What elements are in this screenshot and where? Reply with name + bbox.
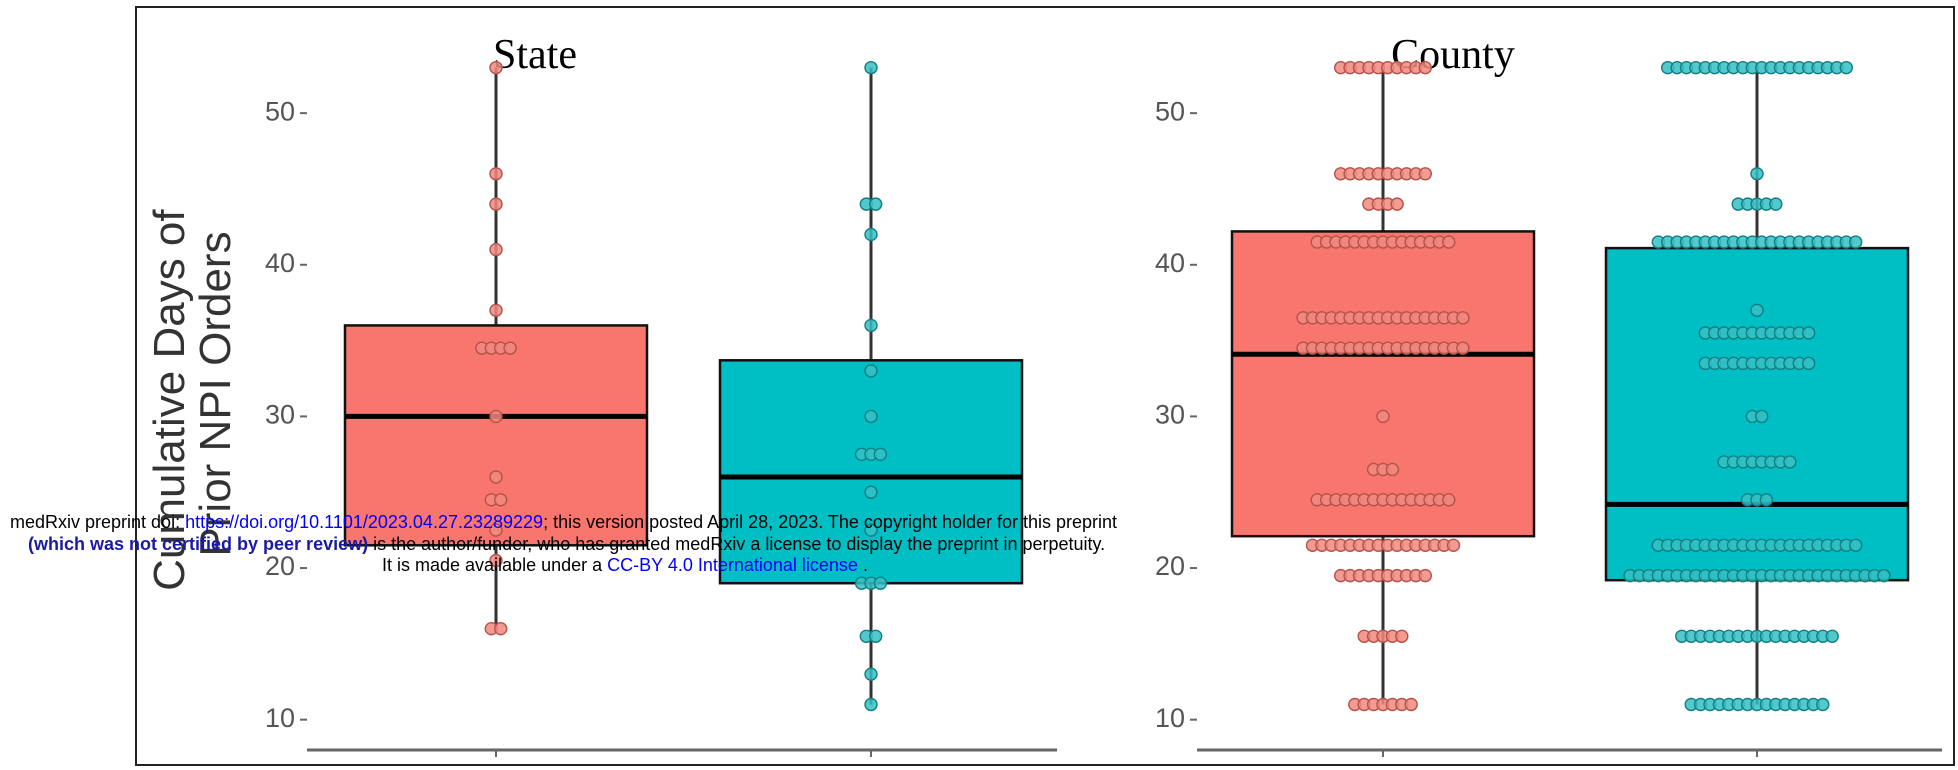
dot [869, 197, 883, 211]
dot [1418, 60, 1433, 75]
dot [1759, 493, 1774, 507]
y-tick-label: 30 [265, 400, 295, 430]
y-tick-label: 20 [265, 551, 295, 581]
y-tick-label: 20 [1155, 551, 1185, 581]
dot [1801, 356, 1816, 371]
dot [864, 523, 878, 537]
notice-text: . [857, 555, 868, 575]
dot [1395, 629, 1409, 643]
dot [489, 60, 503, 75]
dot [1442, 235, 1456, 249]
dot [873, 447, 888, 462]
dot [1442, 493, 1456, 507]
panel-title: State [493, 32, 577, 78]
dot [1754, 409, 1769, 424]
dot [489, 303, 503, 317]
doi-link[interactable]: https://doi.org/10.1101/2023.04.27.23289… [185, 512, 544, 532]
y-tick-label: 30 [1155, 400, 1185, 430]
dot [1825, 629, 1839, 643]
notice-line: It is made available under a CC-BY 4.0 I… [382, 555, 868, 575]
dot [864, 364, 878, 378]
dot [489, 553, 503, 568]
dot [864, 667, 878, 681]
y-tick-label: 10 [265, 703, 295, 733]
y-tick-label: 40 [1155, 248, 1185, 278]
dot [1418, 568, 1433, 583]
dot [1848, 235, 1863, 249]
dot [494, 621, 508, 636]
notice-text: It is made available under a [382, 555, 608, 575]
dot [1404, 697, 1418, 712]
dot [1390, 197, 1404, 211]
dot [1877, 568, 1891, 583]
dot [1418, 167, 1433, 181]
dot [1816, 697, 1830, 712]
notice-text: ; this version posted April 28, 2023. Th… [543, 512, 1118, 532]
box [718, 359, 1024, 585]
dot [489, 523, 503, 537]
dot [1783, 455, 1797, 469]
dot [864, 697, 878, 712]
dot [489, 470, 503, 484]
y-tick-label: 50 [1155, 96, 1185, 126]
y-tick-label: 50 [265, 96, 295, 126]
dot [489, 409, 503, 424]
box [343, 324, 649, 547]
dot [1385, 462, 1400, 477]
dot [1848, 538, 1863, 552]
dot [1769, 197, 1783, 211]
y-tick-label: 10 [1155, 703, 1185, 733]
notice-text: (which was not certified by peer review) [28, 534, 369, 554]
dot [869, 629, 883, 643]
dot [873, 576, 888, 590]
dot [1801, 326, 1816, 340]
dot [864, 485, 878, 499]
dot [1456, 311, 1470, 325]
dot [489, 242, 503, 257]
frame [135, 6, 1955, 766]
dot [1446, 538, 1461, 552]
notice-line: medRxiv preprint doi: https://doi.org/10… [10, 512, 1117, 532]
dot [489, 167, 503, 181]
dot [864, 60, 878, 75]
y-label-line: Cumulative Days of [145, 209, 194, 591]
notice-line: (which was not certified by peer review)… [28, 534, 1105, 554]
y-label-line: Prior NPI Orders [191, 231, 240, 556]
dot [489, 197, 503, 211]
dot [1750, 167, 1764, 181]
dot [864, 409, 878, 424]
dot [503, 341, 517, 355]
box [1230, 230, 1536, 538]
notice-text: medRxiv preprint doi: [10, 512, 186, 532]
notice-text: is the author/funder, who has granted me… [368, 534, 1106, 554]
y-tick-label: 40 [265, 248, 295, 278]
dot [864, 318, 878, 333]
dot [864, 227, 878, 242]
dot [494, 493, 508, 507]
dot [1456, 341, 1470, 355]
dot [1750, 303, 1764, 317]
dot [1376, 409, 1390, 424]
dot [1839, 60, 1854, 75]
y-axis-label: Cumulative Days of Prior NPI Orders [145, 197, 240, 591]
license-link[interactable]: CC-BY 4.0 International license [607, 555, 858, 575]
